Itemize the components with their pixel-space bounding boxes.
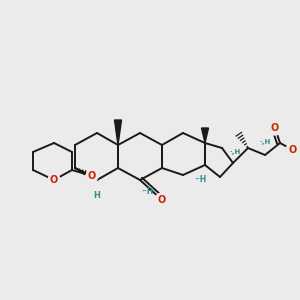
Circle shape: [268, 121, 282, 135]
Text: ·,H: ·,H: [260, 139, 271, 145]
Circle shape: [48, 174, 60, 186]
Circle shape: [155, 193, 169, 207]
Text: O: O: [289, 145, 297, 155]
Text: ·,H: ·,H: [230, 149, 241, 155]
Text: ··H: ··H: [141, 188, 153, 196]
Text: O: O: [158, 195, 166, 205]
Text: ··H: ··H: [194, 176, 206, 184]
Text: O: O: [50, 175, 58, 185]
Text: O: O: [88, 171, 96, 181]
Circle shape: [86, 170, 98, 182]
Polygon shape: [115, 120, 122, 145]
Text: O: O: [271, 123, 279, 133]
Polygon shape: [202, 128, 208, 143]
Circle shape: [286, 143, 300, 157]
Text: H: H: [94, 190, 100, 200]
